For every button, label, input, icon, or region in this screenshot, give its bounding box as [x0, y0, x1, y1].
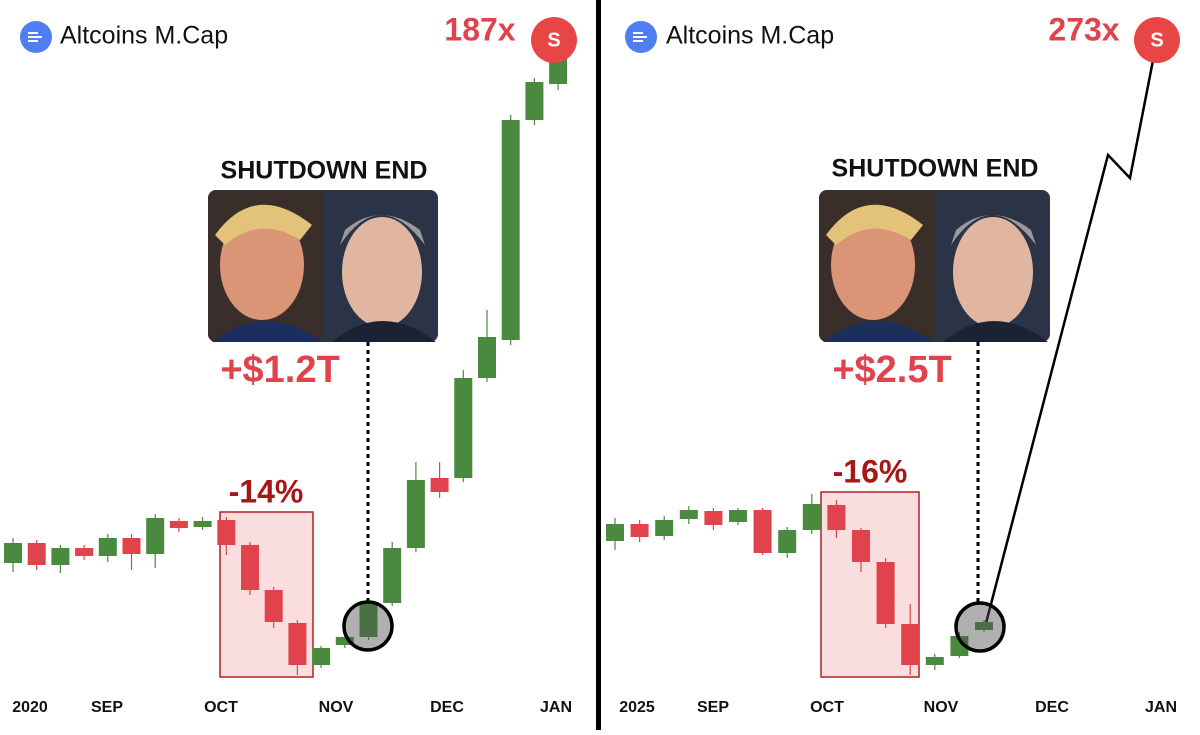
drawdown-label: -16% — [833, 453, 908, 489]
candle-body — [4, 543, 22, 563]
x-tick-label: SEP — [697, 699, 729, 716]
candle-body — [335, 637, 354, 645]
x-tick-label: OCT — [810, 699, 844, 716]
candle-body — [950, 636, 969, 656]
logo-mark — [28, 32, 42, 42]
logo-mark — [633, 32, 647, 42]
avatar-letter: S — [1150, 29, 1163, 51]
candle-body — [312, 648, 331, 665]
candle-body — [193, 521, 212, 527]
x-tick-label: JAN — [1145, 699, 1177, 716]
candle-body — [264, 590, 283, 622]
candle-body — [704, 511, 723, 525]
candle-body — [383, 548, 402, 603]
candle-body — [217, 520, 236, 545]
candle-body — [454, 378, 473, 478]
photo — [819, 190, 1050, 342]
candle-body — [975, 622, 993, 630]
liquidity-label: +$2.5T — [832, 349, 951, 391]
candle-body — [430, 478, 449, 492]
x-tick-label: 2020 — [12, 699, 48, 716]
projection-line — [983, 39, 1159, 628]
candle-body — [122, 538, 141, 554]
chart-title: Altcoins M.Cap — [666, 22, 834, 50]
avatar — [1134, 17, 1180, 63]
x-tick-label: SEP — [91, 699, 123, 716]
avatar-letter: S — [547, 29, 560, 51]
candle-body — [98, 538, 117, 556]
candle-body — [606, 524, 624, 541]
candle-body — [146, 518, 165, 554]
candle-body — [241, 545, 259, 590]
candle-body — [525, 82, 544, 120]
candle-body — [876, 562, 895, 624]
drawdown-label: -14% — [229, 473, 304, 509]
candle-body — [679, 510, 698, 519]
candle-body — [169, 521, 188, 528]
multiplier: 187x — [444, 11, 515, 47]
multiplier: 273x — [1048, 11, 1119, 47]
highlight-circle — [954, 601, 1006, 653]
highlight-circle — [342, 600, 394, 652]
x-tick-label: OCT — [204, 699, 238, 716]
divider — [596, 0, 601, 730]
candle-body — [655, 520, 674, 536]
candle-body — [827, 505, 846, 530]
candle-body — [288, 623, 307, 665]
candle-body — [901, 624, 920, 665]
chart-title: Altcoins M.Cap — [60, 22, 228, 50]
x-tick-label: JAN — [540, 699, 572, 716]
liquidity-label: +$1.2T — [220, 349, 339, 391]
candle-body — [753, 510, 772, 553]
candle-body — [478, 337, 496, 378]
candle-body — [359, 604, 378, 637]
candle-body — [778, 530, 797, 553]
candle-body — [925, 657, 944, 665]
x-tick-label: NOV — [924, 699, 959, 716]
candle-body — [852, 530, 870, 562]
candle-body — [27, 543, 46, 565]
candle-body — [630, 524, 649, 537]
x-tick-label: DEC — [1035, 699, 1069, 716]
event-label: SHUTDOWN END — [221, 157, 428, 185]
candle-body — [51, 548, 70, 565]
candle-body — [802, 504, 821, 530]
candle-body — [729, 510, 747, 522]
x-tick-label: NOV — [319, 699, 354, 716]
candle-body — [75, 548, 94, 556]
x-tick-label: 2025 — [619, 699, 655, 716]
candle-body — [501, 120, 520, 340]
candle-body — [406, 480, 425, 548]
x-tick-label: DEC — [430, 699, 464, 716]
photo — [208, 190, 438, 342]
avatar — [531, 17, 577, 63]
event-label: SHUTDOWN END — [832, 155, 1039, 183]
